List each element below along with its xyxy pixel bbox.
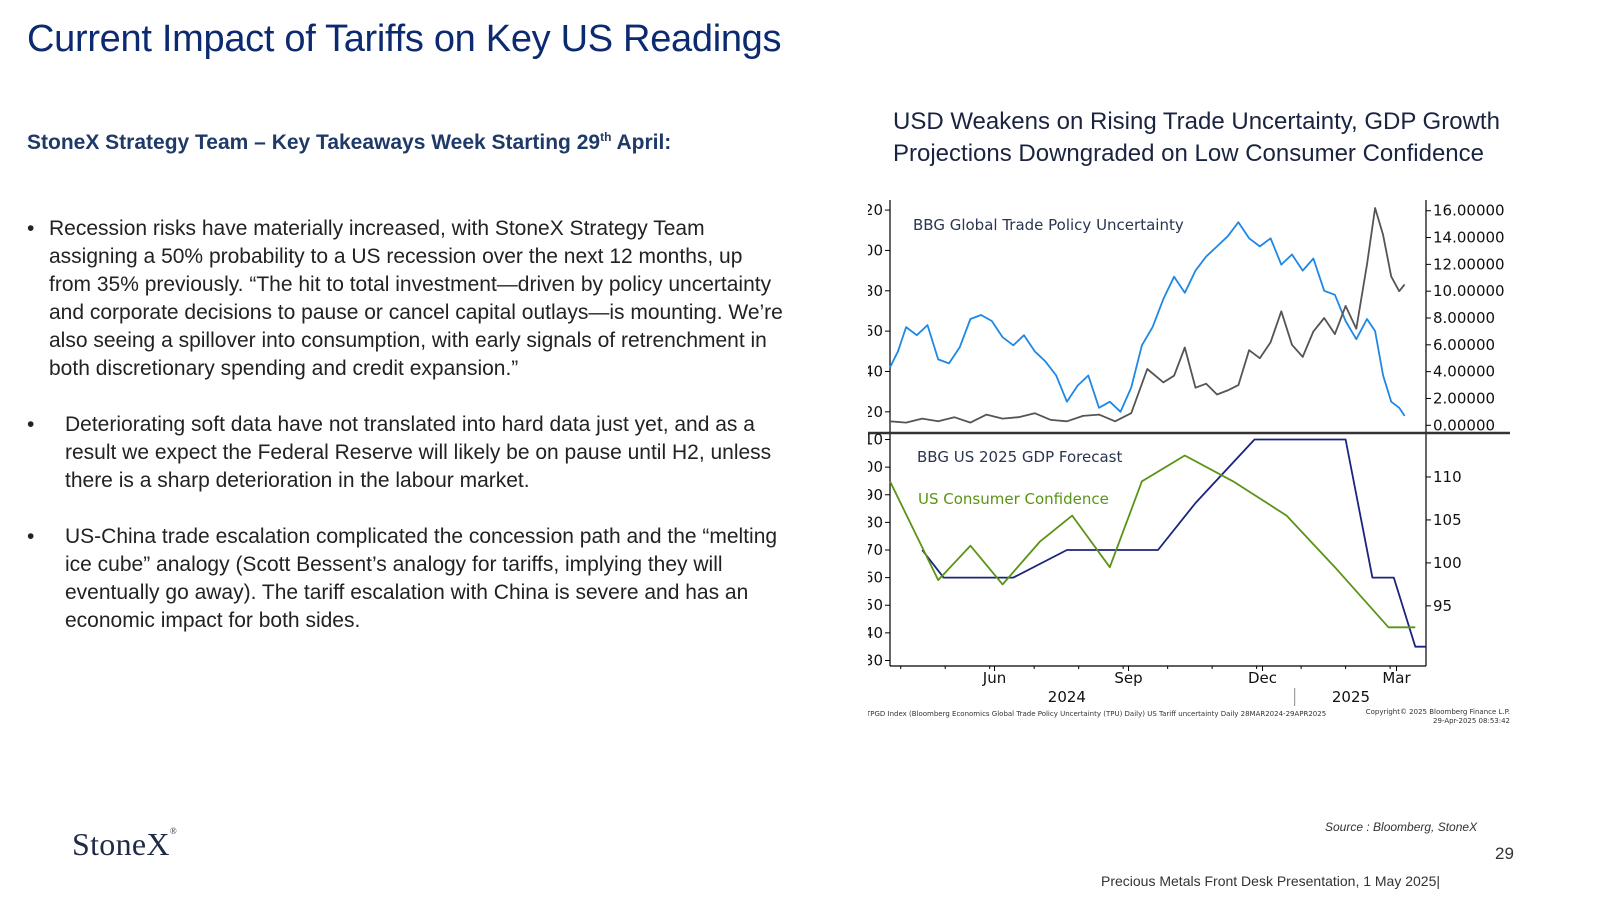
subtitle-text: StoneX Strategy Team – Key Takeaways Wee… — [27, 131, 601, 154]
left-tick-label: 1.40 — [868, 624, 883, 642]
x-tick-label: Mar — [1382, 669, 1411, 687]
right-tick-label: 2.00000 — [1433, 389, 1495, 407]
stonex-logo: StoneX® — [72, 826, 177, 863]
bullet-icon: • — [27, 413, 35, 436]
series-line — [889, 221, 1406, 417]
right-tick-label: 8.00000 — [1433, 309, 1495, 327]
series-line — [889, 207, 1406, 424]
series-label-consumer-confidence: US Consumer Confidence — [918, 490, 1109, 508]
page-title: Current Impact of Tariffs on Key US Read… — [27, 18, 782, 60]
chart-footnote-date: 29-Apr-2025 08:53:42 — [1433, 717, 1510, 725]
x-tick-label: Dec — [1248, 669, 1277, 687]
right-tick-label: 0.00000 — [1433, 416, 1495, 434]
bullet-item: • Deteriorating soft data have not trans… — [27, 411, 787, 495]
bullet-text: Deteriorating soft data have not transla… — [65, 413, 772, 492]
right-tick-label: 105 — [1433, 511, 1462, 529]
bullet-item: • US-China trade escalation complicated … — [27, 523, 787, 635]
top-axes: 1320 1300 1280 1260 1240 1220 16.00000 14.00000… — [845, 201, 1505, 434]
bullet-item: • Recession risks have materially increa… — [27, 215, 787, 383]
left-tick-label: 1.60 — [868, 569, 883, 587]
chart-svg: 1320 1300 1280 1260 1240 1220 16.00000 14.00000… — [840, 200, 1510, 725]
x-tick-label: Jun — [982, 669, 1006, 687]
right-tick-label: 100 — [1433, 554, 1462, 572]
x-tick-label: Sep — [1114, 669, 1142, 687]
bullet-text: US-China trade escalation complicated th… — [65, 525, 778, 632]
series-line — [921, 438, 1426, 648]
takeaways-list: • Recession risks have materially increa… — [27, 215, 787, 663]
series-line — [889, 454, 1416, 629]
page-number: 29 — [1495, 844, 1514, 863]
left-tick-label: 1300 — [868, 241, 883, 259]
chart-footnote-left: BBUNTPGD Index (Bloomberg Economics Glob… — [868, 710, 1326, 718]
subtitle-end: April: — [611, 131, 672, 154]
bullet-icon: • — [27, 525, 35, 548]
left-tick-label: 1280 — [868, 282, 883, 300]
left-tick-label: 1240 — [868, 362, 883, 380]
x-year-label: 2024 — [1048, 688, 1086, 706]
source-note: Source : Bloomberg, StoneX — [1325, 820, 1478, 834]
right-tick-label: 12.00000 — [1433, 255, 1505, 273]
logo-text: StoneX — [72, 826, 170, 862]
chart-panel: 1320 1300 1280 1260 1240 1220 16.00000 14.00000… — [840, 198, 1568, 754]
left-tick-label: 2.10 — [868, 431, 883, 449]
right-tick-label: 10.00000 — [1433, 282, 1505, 300]
bottom-axes: 2.10 2.00 1.90 1.80 1.70 1.60 1.50 1.40 1.30 110 1… — [850, 431, 1462, 706]
logo-mark: ® — [169, 826, 177, 836]
series-layer — [889, 207, 1426, 648]
chart-title-line: Projections Downgraded on Low Consumer C… — [893, 140, 1484, 167]
right-tick-label: 16.00000 — [1433, 202, 1505, 220]
left-tick-label: 1320 — [868, 201, 883, 219]
left-tick-label: 1220 — [868, 403, 883, 421]
chart-title: USD Weakens on Rising Trade Uncertainty,… — [893, 106, 1573, 170]
right-tick-label: 95 — [1433, 597, 1452, 615]
left-tick-label: 1260 — [868, 322, 883, 340]
series-label-gdp: BBG US 2025 GDP Forecast — [917, 448, 1122, 466]
subtitle-sup: th — [600, 130, 612, 144]
series-label-trade-policy: BBG Global Trade Policy Uncertainty — [913, 216, 1184, 234]
footer-text: Precious Metals Front Desk Presentation,… — [1101, 873, 1441, 889]
left-tick-label: 1.90 — [868, 486, 883, 504]
right-tick-label: 4.00000 — [1433, 363, 1495, 381]
left-tick-label: 1.80 — [868, 513, 883, 531]
section-subtitle: StoneX Strategy Team – Key Takeaways Wee… — [27, 130, 671, 155]
left-tick-label: 1.50 — [868, 596, 883, 614]
chart-title-line: USD Weakens on Rising Trade Uncertainty,… — [893, 108, 1500, 135]
left-tick-label: 1.70 — [868, 541, 883, 559]
chart-footnote-copyright: Copyright© 2025 Bloomberg Finance L.P. — [1366, 708, 1510, 716]
left-tick-label: 2.00 — [868, 458, 883, 476]
chart-frame — [840, 200, 1510, 667]
right-tick-label: 110 — [1433, 468, 1462, 486]
bullet-icon: • — [27, 217, 35, 240]
x-year-label: 2025 — [1332, 688, 1370, 706]
right-tick-label: 14.00000 — [1433, 229, 1505, 247]
left-tick-label: 1.30 — [868, 651, 883, 669]
bullet-text: Recession risks have materially increase… — [49, 217, 783, 380]
right-tick-label: 6.00000 — [1433, 336, 1495, 354]
